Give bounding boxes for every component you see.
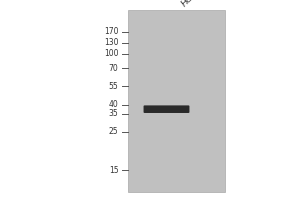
Text: 70: 70	[109, 64, 118, 73]
Text: 25: 25	[109, 127, 118, 136]
Text: 40: 40	[109, 100, 118, 109]
Text: 35: 35	[109, 109, 118, 118]
Text: 100: 100	[104, 49, 118, 58]
Text: 55: 55	[109, 82, 118, 91]
Text: 170: 170	[104, 27, 118, 36]
Text: 130: 130	[104, 38, 118, 47]
Text: 15: 15	[109, 166, 118, 175]
Bar	[128, 10, 225, 192]
Text: HuvEc: HuvEc	[180, 0, 207, 8]
FancyBboxPatch shape	[144, 105, 190, 113]
